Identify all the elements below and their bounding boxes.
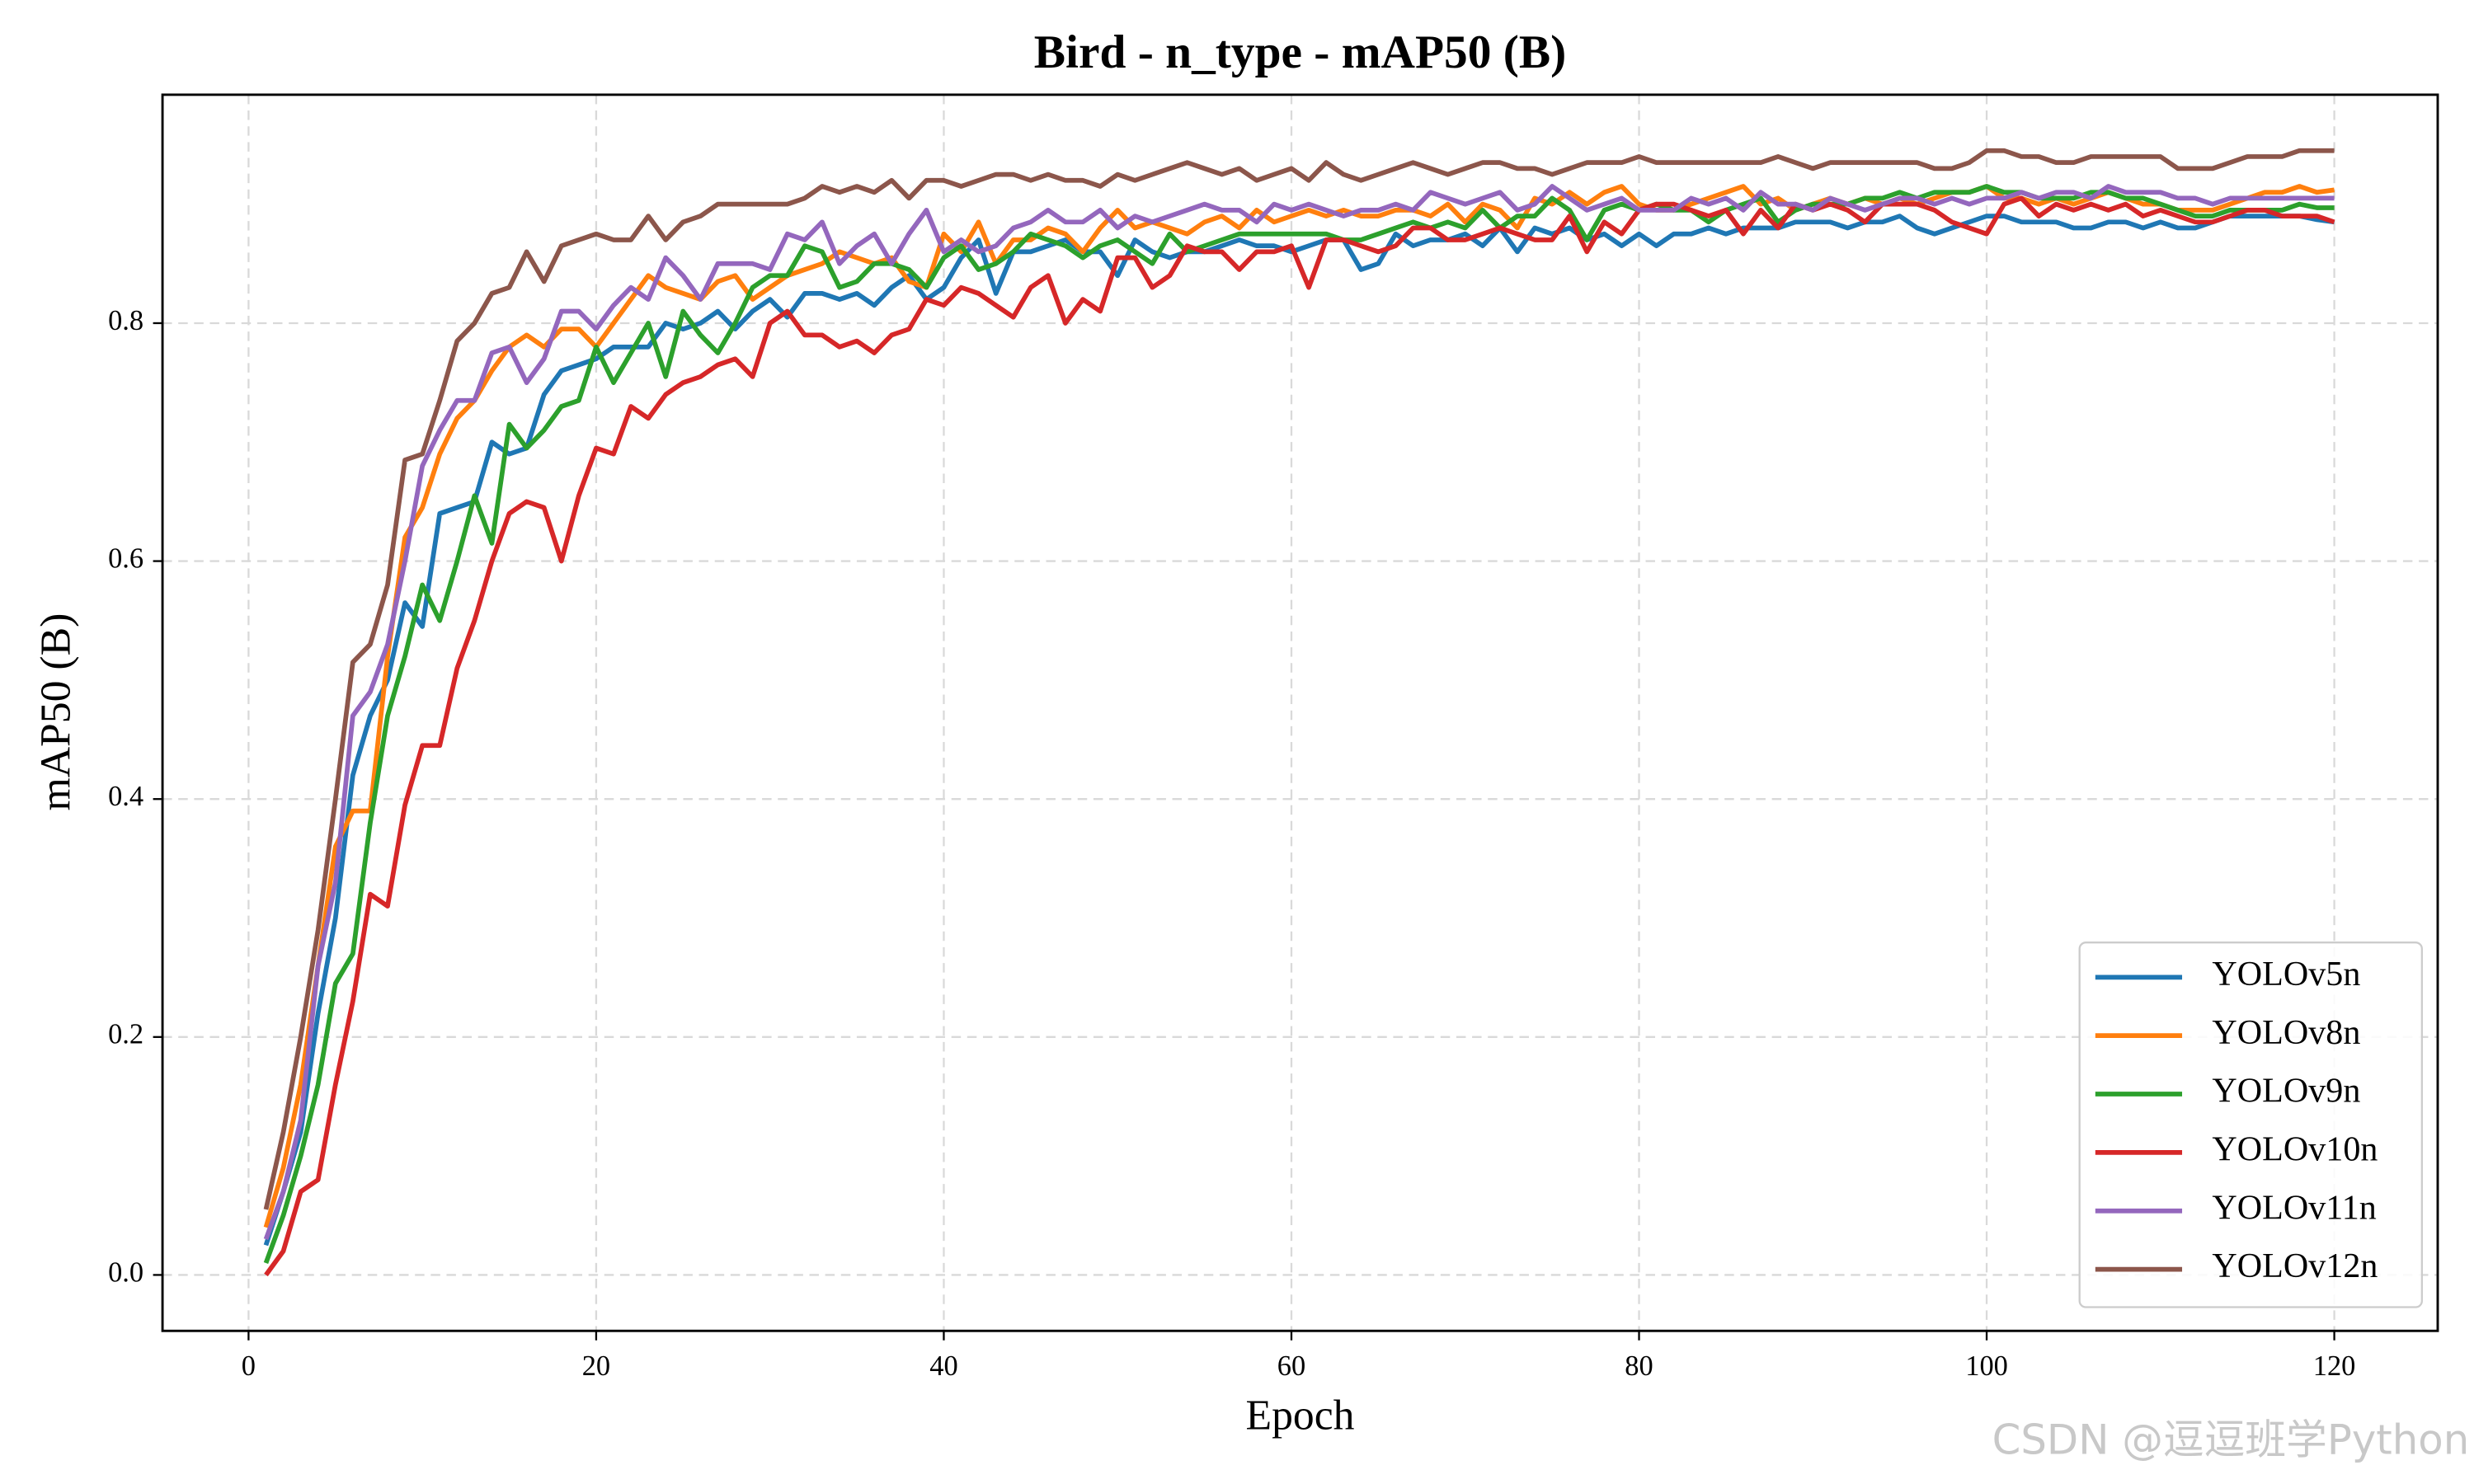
y-tick-label: 0.6 — [108, 542, 143, 574]
y-tick-label: 0.0 — [108, 1256, 143, 1288]
legend-label: YOLOv11n — [2212, 1188, 2376, 1227]
legend-label: YOLOv12n — [2212, 1247, 2378, 1285]
series-line — [263, 184, 2335, 1241]
series-line — [263, 148, 2335, 1210]
plot-frame — [161, 93, 2439, 1332]
legend-label: YOLOv5n — [2212, 955, 2360, 993]
x-tick-label: 120 — [2313, 1350, 2356, 1382]
plot-lines — [263, 148, 2335, 1277]
x-tick-label: 100 — [1965, 1350, 2008, 1382]
ticks: 0 20 40 60 80 100 120 0.0 0.2 0.4 0.6 0.8 — [108, 305, 2355, 1382]
legend-label: YOLOv10n — [2212, 1130, 2378, 1169]
legend: YOLOv5n YOLOv8n YOLOv9n YOLOv10n YOLOv11n YOL… — [2078, 942, 2424, 1308]
x-tick-label: 60 — [1277, 1350, 1305, 1382]
series-line — [263, 214, 2335, 1247]
series-line — [264, 195, 2335, 1277]
y-tick-label: 0.8 — [108, 305, 143, 336]
series-line — [263, 184, 2335, 1264]
x-axis-label: Epoch — [1246, 1392, 1355, 1439]
y-tick-label: 0.2 — [108, 1019, 143, 1050]
grid — [162, 94, 2438, 1331]
legend-label: YOLOv8n — [2212, 1013, 2360, 1052]
chart-title: Bird - n_type - mAP50 (B) — [1034, 26, 1566, 78]
x-tick-label: 80 — [1625, 1350, 1653, 1382]
x-tick-label: 0 — [242, 1350, 256, 1382]
y-axis-label: mAP50 (B) — [33, 613, 80, 811]
x-tick-label: 20 — [582, 1350, 610, 1382]
y-tick-label: 0.4 — [108, 781, 143, 812]
x-tick-label: 40 — [929, 1350, 957, 1382]
legend-label: YOLOv9n — [2212, 1072, 2360, 1111]
watermark: CSDN @逗逗班学Python — [1992, 1416, 2470, 1464]
